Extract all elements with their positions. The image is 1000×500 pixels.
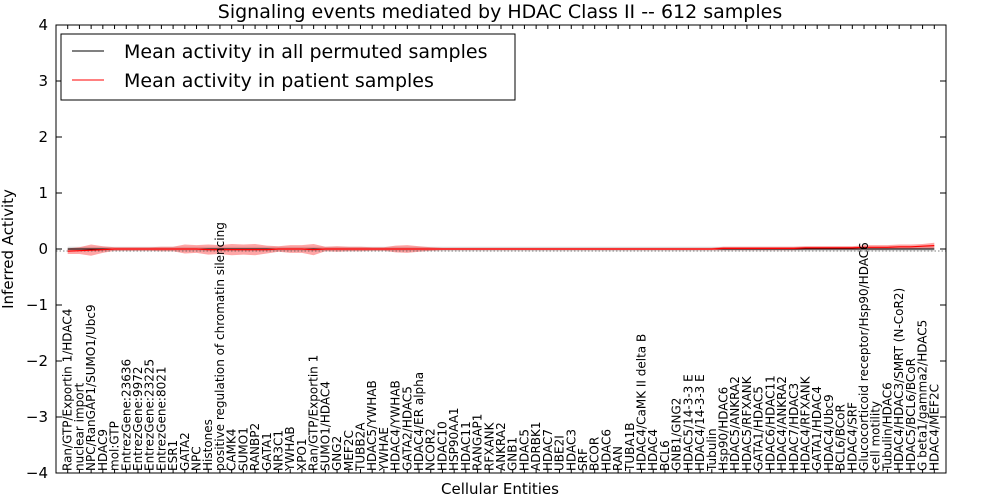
x-tick-label: HDAC4/ER alpha	[412, 372, 426, 471]
x-tick-label: EntrezGene:23636	[119, 359, 133, 471]
x-tick-label: HDAC4/ANKRA2	[775, 376, 789, 471]
x-tick-label: GATA2/HDAC5	[400, 386, 414, 471]
x-tick-label: SUMO1/HDAC4	[318, 381, 332, 471]
x-tick-label: TUBB2A	[354, 422, 368, 472]
x-tick-label: RFXANK	[482, 421, 496, 471]
x-tick-label: HDAC4/RFXANK	[799, 375, 813, 471]
legend: Mean activity in all permuted samples Me…	[60, 33, 516, 101]
x-tick-label: SUMO1	[236, 427, 250, 471]
x-tick-label: HDAC4	[646, 429, 660, 471]
x-tick-label: Histones	[201, 419, 215, 471]
x-tick-label: BCL6/BCoR	[834, 404, 848, 471]
x-tick-label: YWHAE	[377, 427, 391, 472]
x-tick-label: NPC/RanGAP1/SUMO1/Ubc9	[84, 304, 98, 471]
x-tick-label: EntrezGene:9972	[131, 367, 145, 472]
x-tick-label: TUBA1B	[623, 423, 637, 472]
x-tick-label: GATA1	[260, 432, 274, 471]
x-tick-label: Glucocorticoid receptor/Hsp90/HDAC6	[857, 242, 871, 471]
x-tick-label: MEF2C	[342, 430, 356, 471]
plot-area: 4 3 2 1 0 −1 −2 −3 −4 Ran/GTP/Exportin 1/HDAC4nuc…	[26, 16, 947, 482]
x-tick-label: HDAC5/ANKRA2	[728, 376, 742, 471]
x-tick-label: Ran/GTP/Exportin 1/HDAC4	[61, 309, 75, 471]
x-tick-label: GNB1/GNG2	[670, 398, 684, 471]
x-tick-label: BCOR	[588, 437, 602, 471]
x-tick-label: EntrezGene:23225	[143, 359, 157, 471]
x-tick-label: BCL6	[658, 440, 672, 471]
x-tick-label: UBE2I	[553, 435, 567, 471]
x-tick-label: nuclear import	[72, 382, 86, 471]
y-tick-label: 0	[38, 240, 48, 258]
x-tick-label: HDAC4/YWHAB	[389, 380, 403, 471]
x-tick-label: HDAC4/HDAC3/SMRT (N-CoR2)	[892, 288, 906, 471]
x-tick-label: Ran/GTP/Exportin 1	[307, 355, 321, 471]
x-tick-label: HDAC5/14-3-3 E	[681, 374, 695, 471]
y-tick-label: −1	[26, 296, 48, 314]
x-tick-label: HDAC4/MEF2C	[927, 384, 941, 471]
x-tick-label: GATA1/HDAC5	[752, 386, 766, 471]
x-tick-label: ADRBK1	[529, 421, 543, 471]
x-tick-label: NR3C1	[272, 430, 286, 471]
x-tick-label: RANGAP1	[471, 414, 485, 471]
x-tick-label: ANKRA2	[494, 422, 508, 471]
x-tick-label: HDAC6	[599, 429, 613, 471]
x-tick-label: HDAC4/SRF	[845, 402, 859, 471]
x-axis-label: Cellular Entities	[441, 480, 559, 498]
x-tick-label: YWHAB	[283, 426, 297, 472]
x-tick-label: HDAC5	[517, 429, 531, 471]
y-tick-label: 2	[38, 128, 48, 146]
x-tick-label: HDAC3	[564, 429, 578, 471]
x-tick-label: HDAC11	[459, 421, 473, 471]
y-tick-label: −3	[26, 408, 48, 426]
x-tick-label: HDAC4/CaMK II delta B	[635, 334, 649, 471]
x-tick-label: HDAC5/BCL6/BCoR	[904, 358, 918, 471]
x-tick-label: HDAC7	[541, 429, 555, 471]
x-tick-label: HDAC6/HDAC11	[763, 375, 777, 471]
x-tick-label: GATA1/HDAC4	[810, 386, 824, 471]
x-tick-label: Tubulin/HDAC6	[880, 382, 894, 472]
x-tick-label: NCOR2	[424, 428, 438, 471]
x-tick-label: GATA2	[178, 432, 192, 471]
patient-mean-line	[67, 245, 935, 252]
legend-label-permuted: Mean activity in all permuted samples	[124, 41, 487, 63]
legend-box	[60, 33, 516, 101]
x-tick-label: GNG2	[330, 436, 344, 471]
y-tick-label: 3	[38, 72, 48, 90]
x-tick-label: EntrezGene:8021	[154, 367, 168, 472]
x-tick-label: GNB1	[506, 437, 520, 471]
x-tick-label: HDAC4/14-3-3 E	[693, 374, 707, 471]
x-tick-label: HDAC7/HDAC3	[787, 383, 801, 471]
x-tick-label: SRF	[576, 448, 590, 471]
x-tick-label: HSP90AA1	[447, 407, 461, 471]
y-tick-label: −4	[26, 464, 48, 482]
x-tick-label: positive regulation of chromatin silenci…	[213, 222, 227, 471]
x-tick-label: G beta1/gamma2/HDAC5	[916, 320, 930, 471]
chart-title: Signaling events mediated by HDAC Class …	[218, 1, 782, 23]
y-axis-label: Inferred Activity	[0, 189, 17, 309]
x-tick-label: Hsp90/HDAC6	[717, 387, 731, 471]
x-tick-label: RAN	[611, 446, 625, 471]
x-tick-label: CAMK4	[225, 429, 239, 471]
x-tick-label: XPO1	[295, 438, 309, 471]
x-tick-label: HDAC9	[96, 429, 110, 471]
x-tick-label: cell motility	[869, 401, 883, 471]
x-tick-label: ESR1	[166, 440, 180, 471]
legend-label-patient: Mean activity in patient samples	[124, 70, 434, 92]
y-tick-label: 4	[38, 16, 48, 34]
x-tick-label: HDAC10	[435, 421, 449, 471]
x-tick-label: NPC	[190, 446, 204, 471]
x-tick-label: Tubulin	[705, 428, 719, 472]
x-tick-label: HDAC5/YWHAB	[365, 380, 379, 471]
x-tick-label: RANBP2	[248, 423, 262, 471]
x-tick-label: HDAC4/Ubc9	[822, 394, 836, 471]
x-tick-label: mol:GTP	[108, 421, 122, 471]
y-tick-label: −2	[26, 352, 48, 370]
y-tick-label: 1	[38, 184, 48, 202]
x-tick-label: HDAC5/RFXANK	[740, 375, 754, 471]
